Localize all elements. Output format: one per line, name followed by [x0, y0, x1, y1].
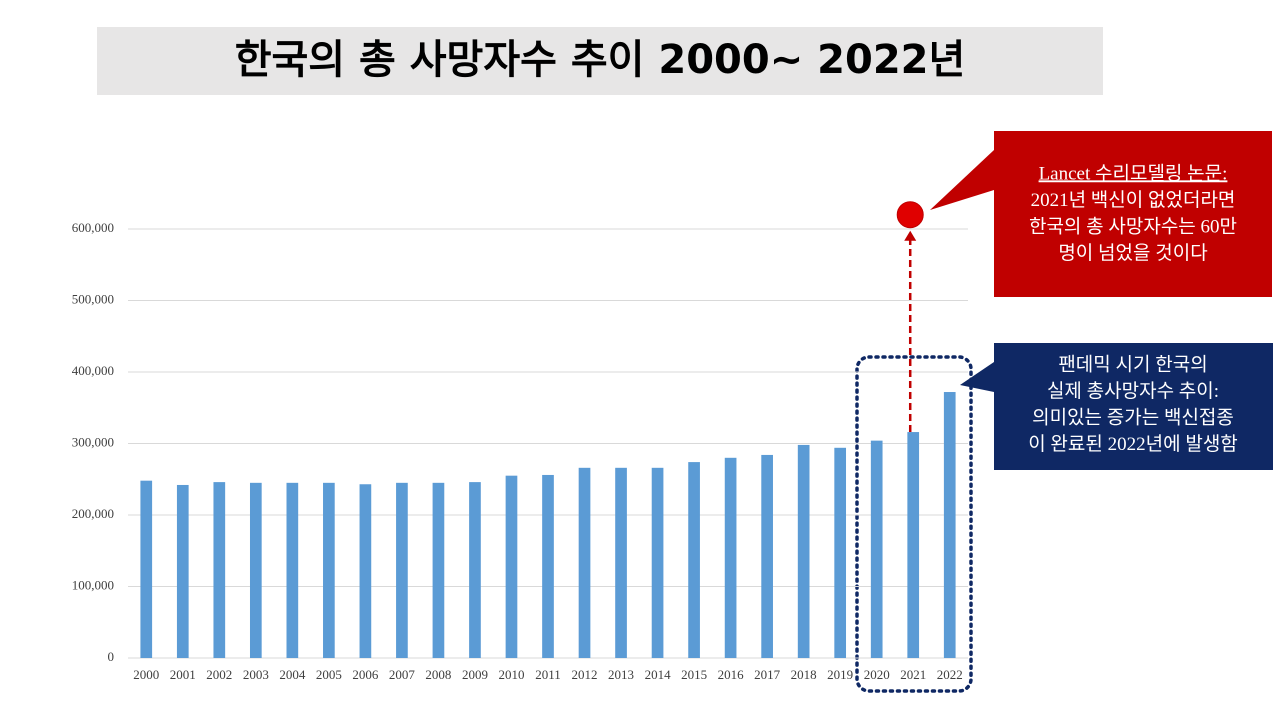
bar: [578, 467, 591, 658]
x-tick-label: 2022: [937, 667, 963, 682]
bar: [943, 392, 956, 658]
callout-pointer: [960, 362, 994, 392]
x-tick-label: 2004: [279, 667, 306, 682]
bar: [907, 432, 920, 658]
x-tick-label: 2008: [425, 667, 451, 682]
x-tick-label: 2007: [389, 667, 416, 682]
y-tick-label: 300,000: [72, 434, 114, 449]
y-tick-label: 0: [108, 649, 115, 664]
y-tick-label: 600,000: [72, 220, 114, 235]
x-tick-label: 2014: [645, 667, 672, 682]
x-tick-label: 2019: [827, 667, 853, 682]
x-tick-label: 2021: [900, 667, 926, 682]
x-tick-label: 2013: [608, 667, 634, 682]
x-tick-label: 2020: [864, 667, 890, 682]
y-tick-label: 500,000: [72, 291, 114, 306]
bar: [359, 484, 372, 658]
arrow-head: [904, 230, 917, 241]
bar: [469, 482, 481, 658]
chart-title: 한국의 총 사망자수 추이 2000~ 2022년: [235, 37, 966, 83]
callout-text: 2021년 백신이 없었더라면: [1031, 189, 1236, 211]
x-tick-label: 2018: [791, 667, 817, 682]
x-tick-label: 2010: [498, 667, 524, 682]
callout-text: 이 완료된 2022년에 발생함: [1028, 433, 1238, 455]
x-tick-label: 2015: [681, 667, 707, 682]
bar: [651, 467, 664, 658]
bar: [505, 475, 518, 658]
y-tick-label: 100,000: [72, 577, 114, 592]
bar: [213, 482, 226, 658]
callout-text: 한국의 총 사망자수는 60만: [1029, 215, 1237, 237]
bar: [286, 482, 299, 658]
bar: [249, 482, 262, 658]
callout-text: 실제 총사망자수 추이:: [1047, 380, 1219, 402]
callout-pointer: [930, 150, 994, 210]
bar: [688, 462, 700, 658]
bar: [797, 444, 810, 658]
x-tick-label: 2001: [170, 667, 196, 682]
x-tick-label: 2016: [718, 667, 745, 682]
bar: [176, 484, 189, 658]
x-tick-label: 2017: [754, 667, 781, 682]
x-tick-label: 2005: [316, 667, 342, 682]
x-tick-label: 2002: [206, 667, 232, 682]
bar: [396, 482, 408, 658]
y-tick-label: 400,000: [72, 363, 114, 378]
bar: [140, 480, 153, 658]
bar: [761, 454, 773, 658]
x-tick-label: 2000: [133, 667, 159, 682]
y-tick-label: 200,000: [72, 506, 114, 521]
callout-text: 명이 넘었을 것이다: [1058, 242, 1207, 264]
bar: [615, 467, 627, 658]
highlight-box: [855, 355, 973, 693]
bar: [724, 457, 737, 658]
callout-text: 팬데믹 시기 한국의: [1058, 353, 1207, 375]
projection-point: [896, 201, 924, 229]
callout-box: [994, 131, 1272, 297]
title-box: [97, 27, 1103, 95]
callout-box: [994, 343, 1273, 470]
x-tick-label: 2006: [352, 667, 379, 682]
x-tick-label: 2003: [243, 667, 269, 682]
x-tick-label: 2012: [572, 667, 598, 682]
callout-text: 의미있는 증가는 백신접종: [1032, 406, 1234, 428]
bar: [870, 440, 883, 658]
callout-text: Lancet 수리모델링 논문:: [1039, 162, 1228, 184]
x-tick-label: 2009: [462, 667, 488, 682]
bar: [323, 482, 335, 658]
bar: [834, 447, 847, 658]
x-tick-label: 2011: [535, 667, 561, 682]
bar: [432, 482, 445, 658]
bar: [542, 474, 554, 658]
